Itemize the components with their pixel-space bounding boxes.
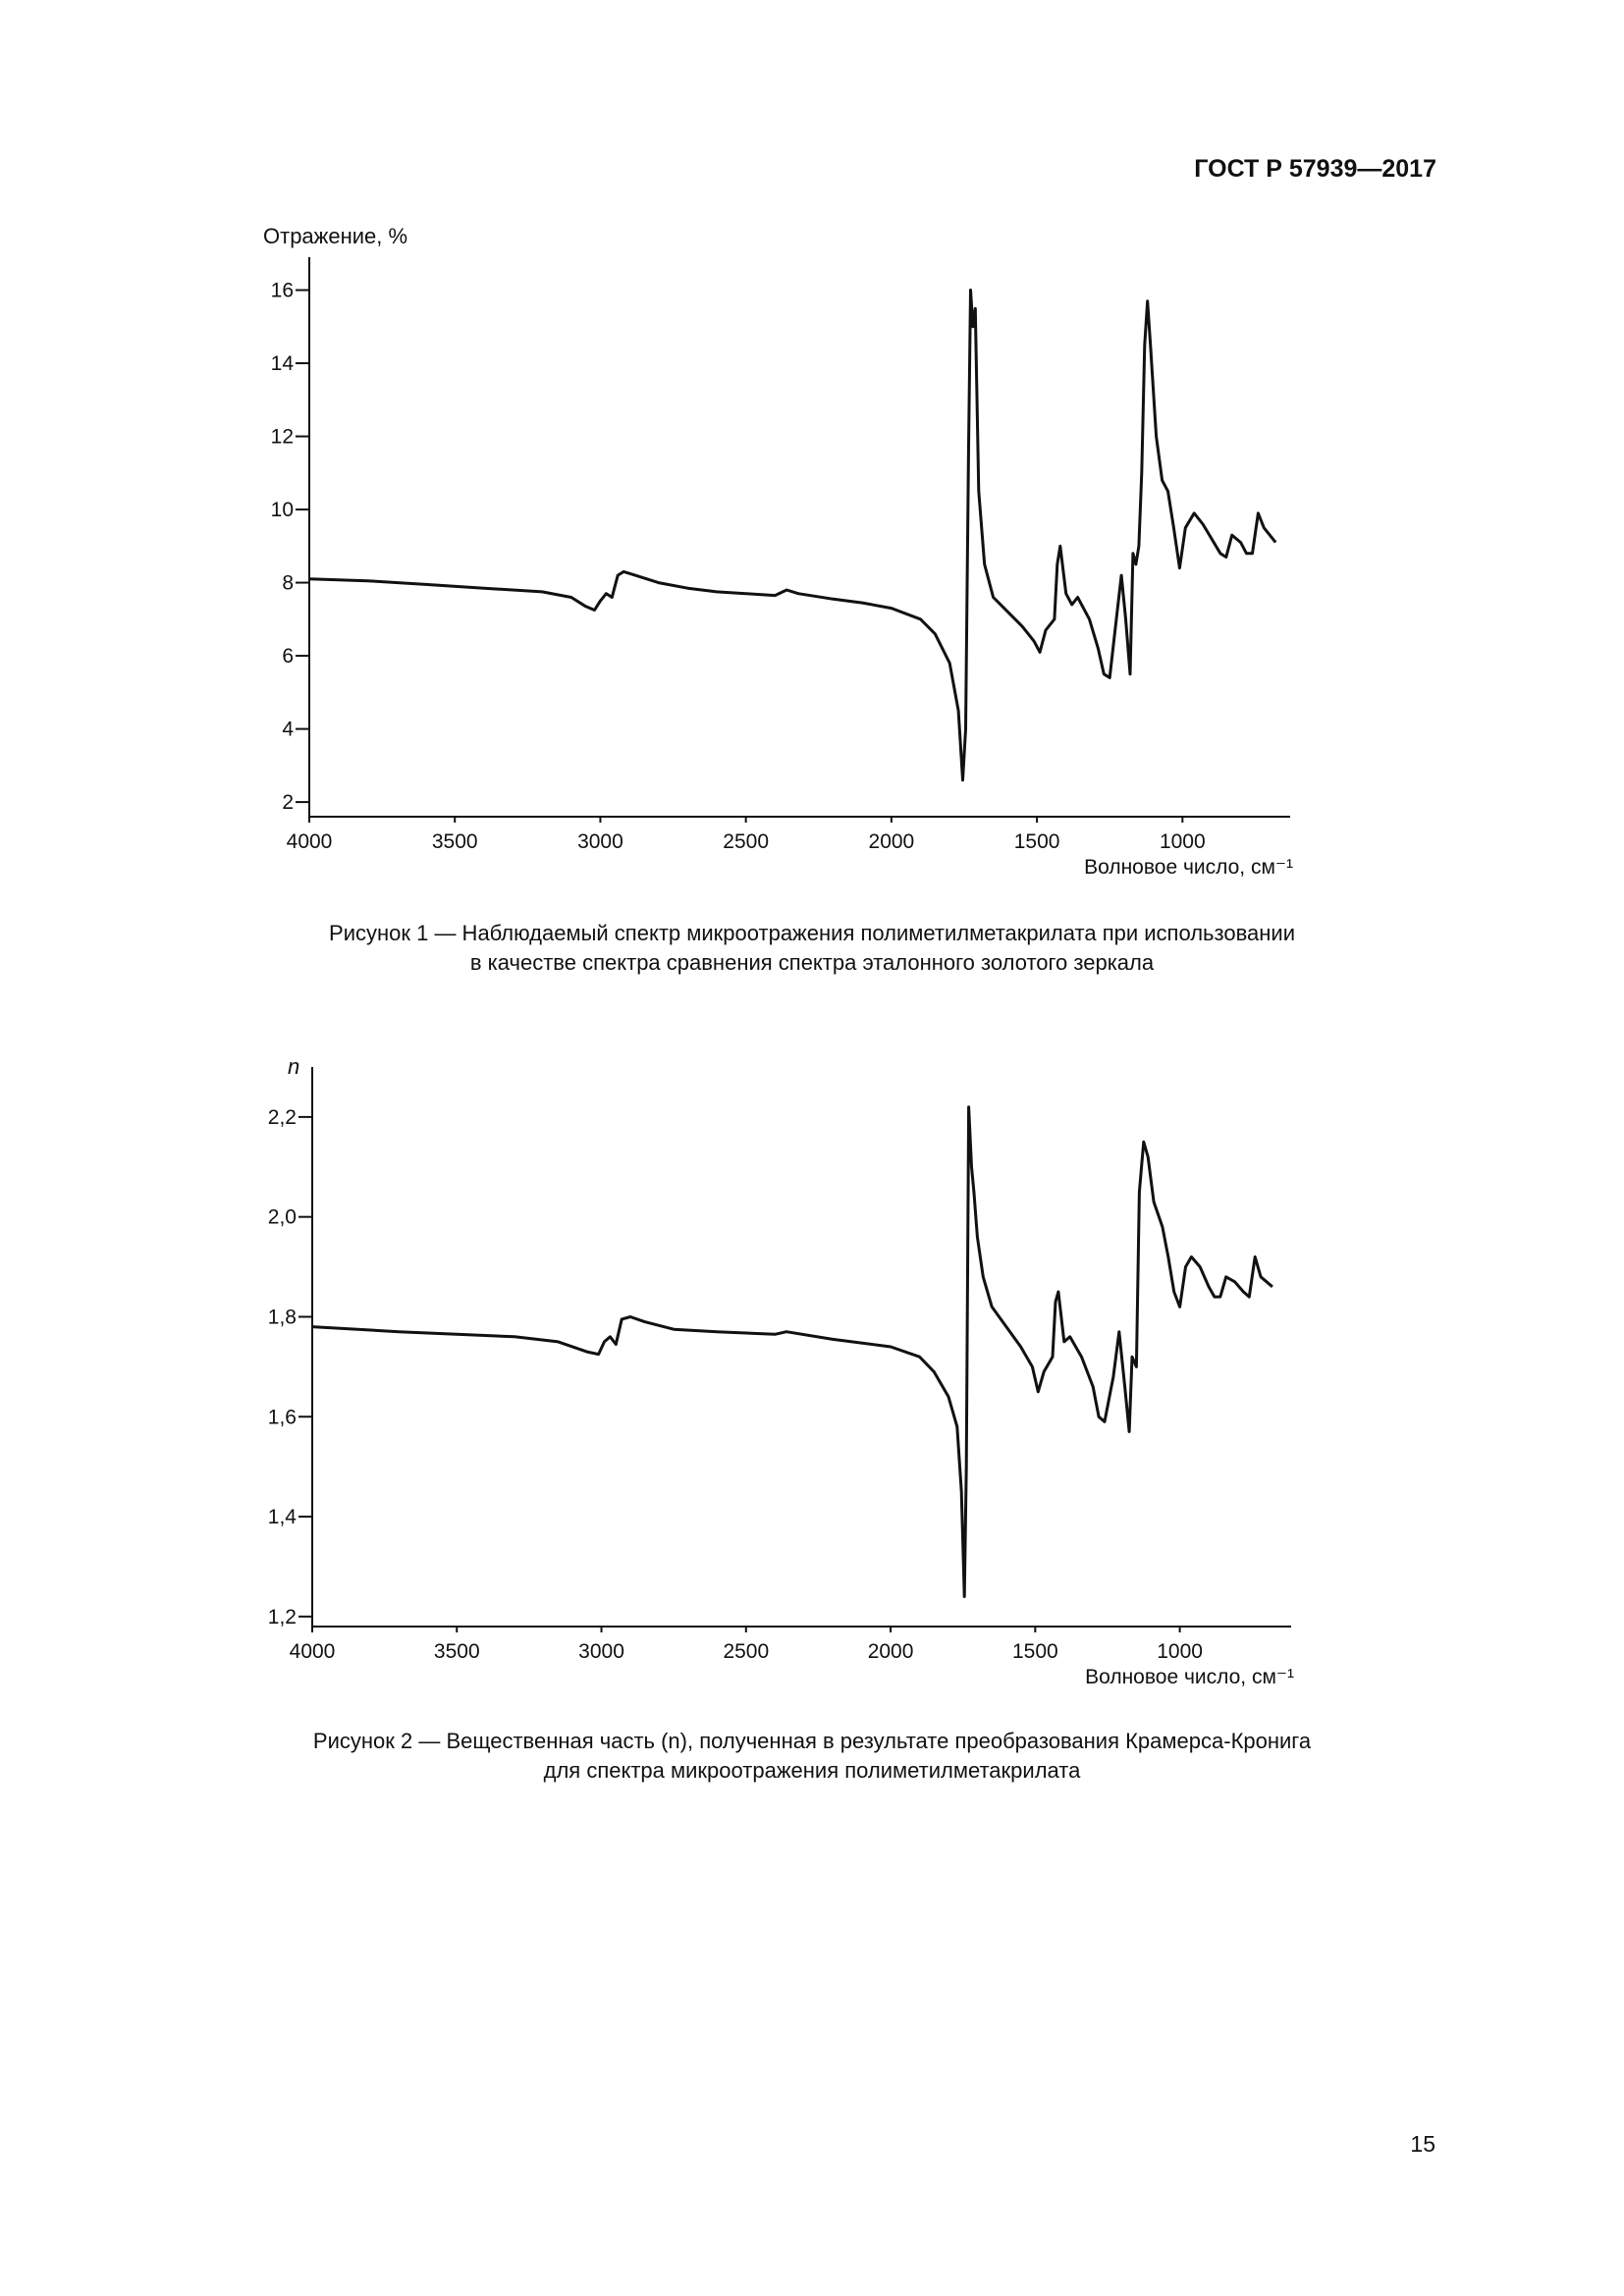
x-tick-label: 3000 bbox=[578, 1640, 624, 1663]
caption-line: Рисунок 2 — Вещественная часть (n), полу… bbox=[313, 1729, 1312, 1753]
y-tick-label: 12 bbox=[271, 426, 294, 449]
y-axis-label: n bbox=[288, 1054, 299, 1079]
caption-line: в качестве спектра сравнения спектра эта… bbox=[470, 950, 1155, 975]
doc-code: ГОСТ Р 57939—2017 bbox=[1194, 155, 1436, 183]
x-tick-label: 1500 bbox=[1014, 830, 1060, 853]
y-tick-label: 4 bbox=[282, 719, 294, 741]
x-tick-label: 3500 bbox=[434, 1640, 480, 1663]
x-tick-label: 1000 bbox=[1157, 1640, 1203, 1663]
x-tick-label: 3000 bbox=[577, 830, 623, 853]
y-tick-label: 10 bbox=[271, 499, 294, 521]
y-tick-label: 1,6 bbox=[268, 1406, 297, 1428]
x-tick-label: 4000 bbox=[290, 1640, 336, 1663]
y-tick-label: 2,0 bbox=[268, 1206, 297, 1229]
y-tick-label: 1,8 bbox=[268, 1306, 297, 1328]
caption-line: для спектра микроотражения полиметилмета… bbox=[544, 1758, 1081, 1783]
y-tick-label: 2,2 bbox=[268, 1106, 297, 1129]
y-tick-label: 8 bbox=[282, 572, 294, 595]
y-tick-label: 14 bbox=[271, 352, 295, 375]
caption-line: Рисунок 1 — Наблюдаемый спектр микроотра… bbox=[329, 921, 1295, 945]
x-tick-label: 3500 bbox=[432, 830, 478, 853]
spectrum-line bbox=[308, 289, 1277, 782]
y-tick-label: 6 bbox=[282, 645, 294, 667]
x-tick-label: 2000 bbox=[869, 830, 915, 853]
x-tick-label: 2000 bbox=[868, 1640, 914, 1663]
x-tick-label: 1000 bbox=[1160, 830, 1206, 853]
x-tick-label: 2500 bbox=[723, 1640, 769, 1663]
x-tick-label: 2500 bbox=[723, 830, 769, 853]
x-tick-label: 1500 bbox=[1012, 1640, 1058, 1663]
x-tick-label: 4000 bbox=[287, 830, 333, 853]
page-number: 15 bbox=[1410, 2131, 1435, 2157]
y-tick-label: 2 bbox=[282, 791, 294, 814]
x-axis-label: Волновое число, см⁻¹ bbox=[1085, 1666, 1294, 1688]
y-tick-label: 16 bbox=[271, 280, 294, 302]
spectrum-line bbox=[311, 1105, 1273, 1598]
y-axis-label: Отражение, % bbox=[263, 224, 407, 248]
y-tick-label: 1,4 bbox=[268, 1506, 298, 1528]
x-axis-label: Волновое число, см⁻¹ bbox=[1084, 856, 1293, 879]
y-tick-label: 1,2 bbox=[268, 1606, 297, 1629]
